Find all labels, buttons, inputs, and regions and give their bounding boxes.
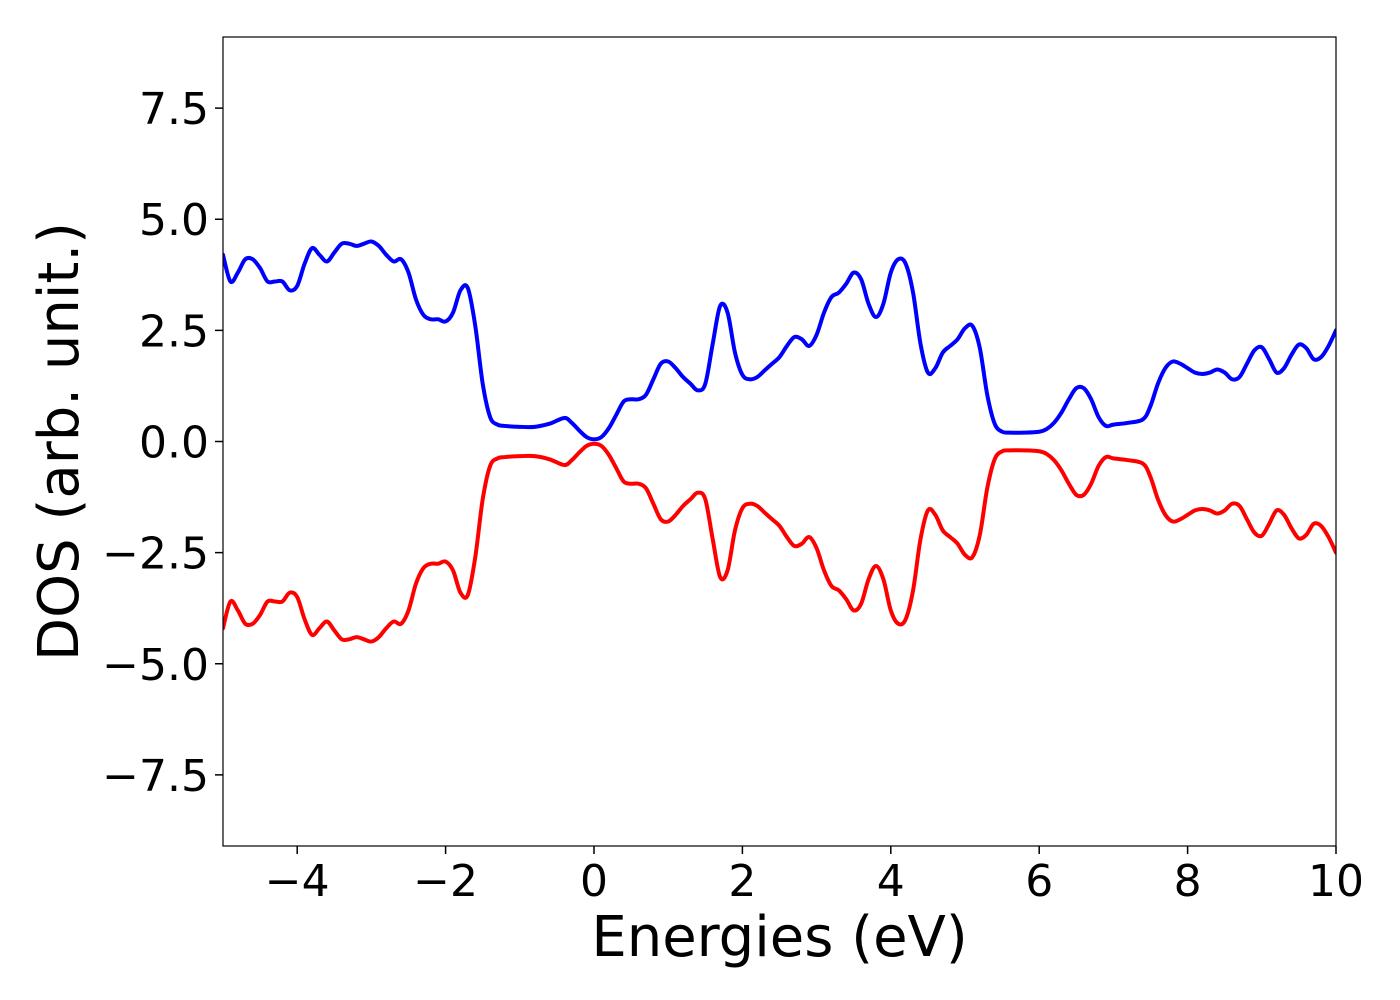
x-axis-label: Energies (eV) [591,905,967,970]
x-tick-label: 0 [580,856,608,907]
y-tick-label: 5.0 [139,195,209,246]
x-tick-label: −4 [265,856,330,907]
series-line-2 [223,441,1336,644]
y-tick-label: 7.5 [139,84,209,135]
x-tick-label: 6 [1025,856,1053,907]
y-tick-label: −5.0 [102,640,209,691]
plot-frame [222,36,1337,847]
x-axis-ticks: −4 −2 0 2 4 6 8 10 [265,846,1364,907]
y-tick-label: 0.0 [139,418,209,469]
y-tick-label: −7.5 [102,751,209,802]
series-line-1 [223,239,1336,442]
y-tick-label: 2.5 [139,306,209,357]
y-axis-label: DOS (arb. unit.) [27,222,92,661]
y-tick-label: −2.5 [102,529,209,580]
x-tick-label: 4 [877,856,905,907]
x-tick-label: 2 [728,856,756,907]
series-layer [223,239,1336,644]
y-axis-ticks: −7.5 −5.0 −2.5 0.0 2.5 5.0 7.5 [102,84,223,802]
x-tick-label: 10 [1308,856,1364,907]
plot-area [223,37,1336,846]
x-tick-label: −2 [413,856,478,907]
x-tick-label: 8 [1174,856,1202,907]
